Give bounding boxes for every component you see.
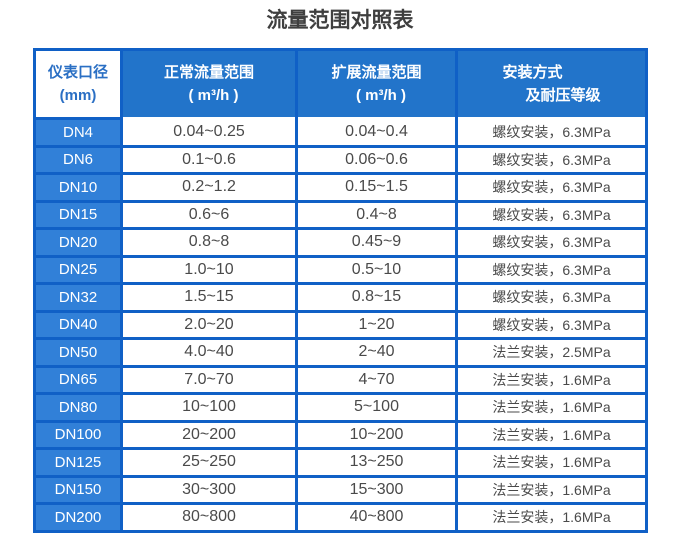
header-installation-line2: 及耐压等级 xyxy=(525,87,601,104)
header-installation-line1: 安装方式 xyxy=(502,64,563,81)
header-diameter: 仪表口径 (mm) xyxy=(36,51,120,120)
diameter-cell: DN50 xyxy=(36,340,120,365)
table-row: DN25 1.0~10 0.5~10 螺纹安装，6.3MPa xyxy=(36,257,645,282)
table-row: DN65 7.0~70 4~70 法兰安装，1.6MPa xyxy=(36,367,645,392)
extended-range-cell: 0.06~0.6 xyxy=(298,147,455,172)
installation-cell: 法兰安装，1.6MPa xyxy=(458,450,645,475)
extended-range-cell: 10~200 xyxy=(298,422,455,447)
normal-range-cell: 0.8~8 xyxy=(123,230,295,255)
diameter-cell: DN40 xyxy=(36,312,120,337)
extended-range-cell: 1~20 xyxy=(298,312,455,337)
extended-range-cell: 4~70 xyxy=(298,367,455,392)
diameter-cell: DN4 xyxy=(36,120,120,145)
table-row: DN20 0.8~8 0.45~9 螺纹安装，6.3MPa xyxy=(36,230,645,255)
header-normal-range: 正常流量范围 ( m³/h ) xyxy=(123,51,295,120)
extended-range-cell: 0.04~0.4 xyxy=(298,120,455,145)
installation-cell: 法兰安装，1.6MPa xyxy=(458,422,645,447)
normal-range-cell: 25~250 xyxy=(123,450,295,475)
normal-range-cell: 2.0~20 xyxy=(123,312,295,337)
extended-range-cell: 0.5~10 xyxy=(298,257,455,282)
extended-range-cell: 0.45~9 xyxy=(298,230,455,255)
installation-cell: 螺纹安装，6.3MPa xyxy=(458,257,645,282)
diameter-cell: DN6 xyxy=(36,147,120,172)
diameter-cell: DN15 xyxy=(36,202,120,227)
header-extended-range: 扩展流量范围 ( m³/h ) xyxy=(298,51,455,120)
header-installation: 安装方式 及耐压等级 xyxy=(458,51,645,120)
table-row: DN15 0.6~6 0.4~8 螺纹安装，6.3MPa xyxy=(36,202,645,227)
installation-cell: 法兰安装，1.6MPa xyxy=(458,367,645,392)
diameter-cell: DN10 xyxy=(36,175,120,200)
table-row: DN4 0.04~0.25 0.04~0.4 螺纹安装，6.3MPa xyxy=(36,120,645,145)
table-row: DN50 4.0~40 2~40 法兰安装，2.5MPa xyxy=(36,340,645,365)
diameter-cell: DN150 xyxy=(36,477,120,502)
normal-range-cell: 1.5~15 xyxy=(123,285,295,310)
installation-cell: 螺纹安装，6.3MPa xyxy=(458,230,645,255)
table-row: DN40 2.0~20 1~20 螺纹安装，6.3MPa xyxy=(36,312,645,337)
page-title: 流量范围对照表 xyxy=(266,9,414,32)
diameter-cell: DN125 xyxy=(36,450,120,475)
extended-range-cell: 2~40 xyxy=(298,340,455,365)
table-row: DN100 20~200 10~200 法兰安装，1.6MPa xyxy=(36,422,645,447)
flow-range-table: 仪表口径 (mm) 正常流量范围 ( m³/h ) 扩展流量范围 ( m³/h … xyxy=(33,48,648,533)
installation-cell: 法兰安装，1.6MPa xyxy=(458,395,645,420)
normal-range-cell: 30~300 xyxy=(123,477,295,502)
normal-range-cell: 80~800 xyxy=(123,505,295,530)
header-extended-range-line1: 扩展流量范围 xyxy=(331,64,422,81)
header-diameter-line1: 仪表口径 xyxy=(47,64,108,81)
installation-cell: 螺纹安装，6.3MPa xyxy=(458,147,645,172)
normal-range-cell: 0.6~6 xyxy=(123,202,295,227)
table-row: DN150 30~300 15~300 法兰安装，1.6MPa xyxy=(36,477,645,502)
extended-range-cell: 13~250 xyxy=(298,450,455,475)
normal-range-cell: 1.0~10 xyxy=(123,257,295,282)
diameter-cell: DN100 xyxy=(36,422,120,447)
installation-cell: 螺纹安装，6.3MPa xyxy=(458,120,645,145)
header-normal-range-unit: ( m³/h ) xyxy=(188,87,239,104)
extended-range-cell: 0.4~8 xyxy=(298,202,455,227)
header-extended-range-unit: ( m³/h ) xyxy=(356,87,406,104)
header-normal-range-line1: 正常流量范围 xyxy=(163,64,254,81)
normal-range-cell: 10~100 xyxy=(123,395,295,420)
normal-range-cell: 20~200 xyxy=(123,422,295,447)
diameter-cell: DN65 xyxy=(36,367,120,392)
header-diameter-line2: (mm) xyxy=(59,87,97,104)
diameter-cell: DN80 xyxy=(36,395,120,420)
table-row: DN32 1.5~15 0.8~15 螺纹安装，6.3MPa xyxy=(36,285,645,310)
normal-range-cell: 7.0~70 xyxy=(123,367,295,392)
table-row: DN6 0.1~0.6 0.06~0.6 螺纹安装，6.3MPa xyxy=(36,147,645,172)
table-row: DN200 80~800 40~800 法兰安装，1.6MPa xyxy=(36,505,645,530)
diameter-cell: DN20 xyxy=(36,230,120,255)
extended-range-cell: 0.8~15 xyxy=(298,285,455,310)
diameter-cell: DN25 xyxy=(36,257,120,282)
table-row: DN80 10~100 5~100 法兰安装，1.6MPa xyxy=(36,395,645,420)
installation-cell: 螺纹安装，6.3MPa xyxy=(458,175,645,200)
extended-range-cell: 40~800 xyxy=(298,505,455,530)
normal-range-cell: 0.1~0.6 xyxy=(123,147,295,172)
extended-range-cell: 15~300 xyxy=(298,477,455,502)
header-installation-block: 安装方式 及耐压等级 xyxy=(502,61,600,107)
normal-range-cell: 0.2~1.2 xyxy=(123,175,295,200)
installation-cell: 法兰安装，1.6MPa xyxy=(458,505,645,530)
diameter-cell: DN200 xyxy=(36,505,120,530)
extended-range-cell: 5~100 xyxy=(298,395,455,420)
installation-cell: 法兰安装，1.6MPa xyxy=(458,477,645,502)
normal-range-cell: 0.04~0.25 xyxy=(123,120,295,145)
diameter-cell: DN32 xyxy=(36,285,120,310)
table-row: DN10 0.2~1.2 0.15~1.5 螺纹安装，6.3MPa xyxy=(36,175,645,200)
installation-cell: 螺纹安装，6.3MPa xyxy=(458,202,645,227)
table-row: DN125 25~250 13~250 法兰安装，1.6MPa xyxy=(36,450,645,475)
installation-cell: 螺纹安装，6.3MPa xyxy=(458,285,645,310)
table-header-row: 仪表口径 (mm) 正常流量范围 ( m³/h ) 扩展流量范围 ( m³/h … xyxy=(36,51,645,120)
installation-cell: 法兰安装，2.5MPa xyxy=(458,340,645,365)
extended-range-cell: 0.15~1.5 xyxy=(298,175,455,200)
normal-range-cell: 4.0~40 xyxy=(123,340,295,365)
installation-cell: 螺纹安装，6.3MPa xyxy=(458,312,645,337)
